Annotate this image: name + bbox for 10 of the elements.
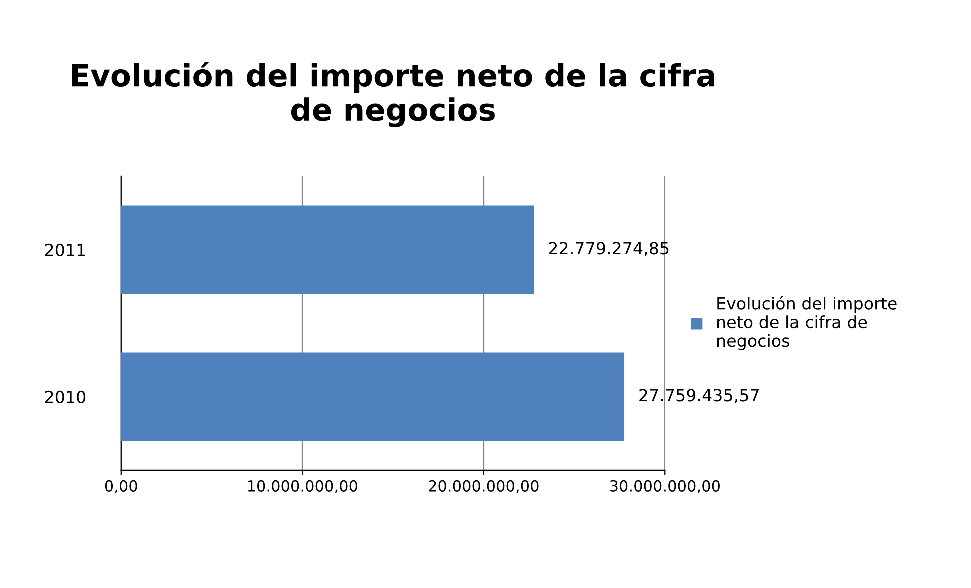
chart-title: Evolución del importe neto de la cifra de negocios [72, 62, 714, 128]
x-tick-label: 10.000.000,00 [248, 480, 358, 494]
x-tick-label: 0,00 [105, 480, 138, 494]
legend-label: Evolución del importe neto de la cifra de negocios [718, 296, 897, 350]
x-tick-label: 20.000.000,00 [429, 480, 539, 494]
x-tick-label: 30.000.000,00 [610, 480, 720, 494]
data-label: 22.779.274,85 [549, 242, 669, 256]
data-label: 27.759.435,57 [640, 389, 759, 404]
y-tick-label: 2011 [45, 244, 86, 256]
y-tick-label: 2010 [45, 390, 86, 404]
